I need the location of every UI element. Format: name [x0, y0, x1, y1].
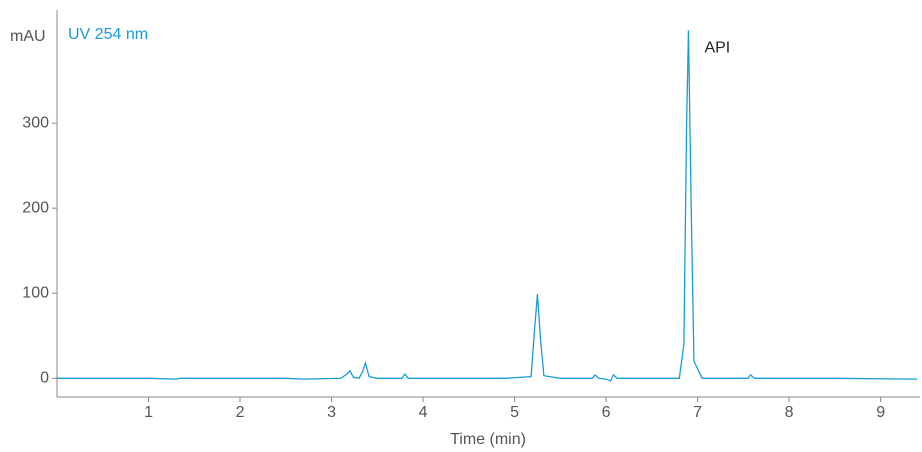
- x-tick-label: 7: [693, 404, 702, 421]
- series-line: [57, 30, 918, 382]
- x-tick-label: 5: [510, 404, 519, 421]
- y-tick-label: 100: [22, 284, 49, 301]
- x-tick-label: 6: [602, 404, 611, 421]
- x-axis-label: Time (min): [450, 431, 526, 448]
- y-tick-label: 0: [40, 370, 49, 387]
- x-tick-label: 2: [236, 404, 245, 421]
- legend-entry: UV 254 nm: [68, 26, 148, 43]
- annotation: API: [704, 40, 730, 57]
- y-tick-label: 300: [22, 114, 49, 131]
- y-axis-label: mAU: [10, 28, 46, 45]
- x-tick-label: 9: [876, 404, 885, 421]
- y-tick-label: 200: [22, 199, 49, 216]
- x-tick-label: 1: [144, 404, 153, 421]
- x-tick-label: 8: [785, 404, 794, 421]
- x-tick-label: 4: [419, 404, 428, 421]
- x-tick-label: 3: [327, 404, 336, 421]
